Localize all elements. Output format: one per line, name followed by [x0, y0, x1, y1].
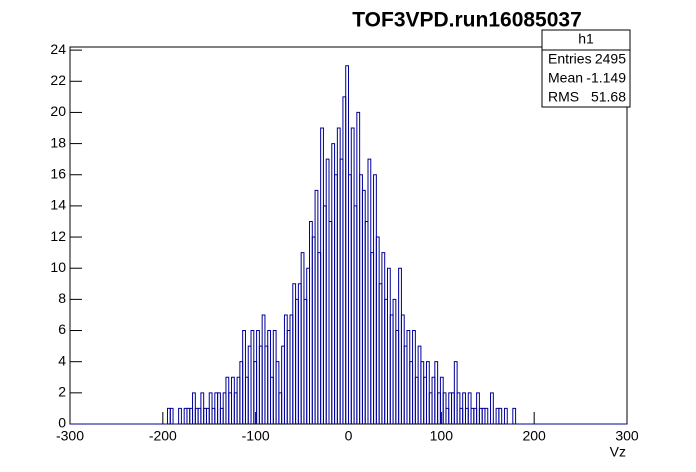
- y-tick-label: 10: [50, 259, 66, 275]
- x-tick-label: -200: [149, 428, 177, 444]
- stats-title: h1: [578, 31, 594, 47]
- stats-key: Mean: [548, 70, 583, 86]
- y-tick-label: 18: [50, 134, 66, 150]
- bar: [484, 407, 489, 424]
- bar: [178, 407, 182, 424]
- y-tick-label: 8: [58, 290, 66, 306]
- y-tick-label: 0: [58, 415, 66, 431]
- x-tick-label: 100: [430, 428, 454, 444]
- x-axis-label: Vz: [610, 444, 626, 460]
- y-tick-label: 24: [50, 41, 66, 57]
- stats-value: 51.68: [591, 89, 626, 105]
- stats-key: RMS: [548, 89, 579, 105]
- stats-frame: [541, 29, 631, 108]
- x-tick-label: -300: [56, 428, 84, 444]
- y-tick-label: 6: [58, 321, 66, 337]
- stats-value: -1.149: [586, 70, 626, 86]
- bar: [503, 407, 508, 424]
- y-tick-label: 4: [58, 352, 66, 368]
- chart-title: TOF3VPD.run16085037: [352, 9, 582, 32]
- stats-key: Entries: [548, 51, 592, 67]
- bar: [490, 392, 494, 424]
- x-tick-label: -100: [242, 428, 270, 444]
- stats-box: h1 Entries 2495 Mean -1.149 RMS 51.68: [541, 29, 631, 108]
- x-tick-label: 0: [345, 428, 353, 444]
- x-tick-label: 300: [615, 428, 639, 444]
- bar: [169, 407, 174, 424]
- bar: [498, 407, 503, 424]
- y-tick-label: 22: [50, 72, 66, 88]
- y-tick-label: 16: [50, 165, 66, 181]
- y-tick-label: 14: [50, 197, 66, 213]
- y-tick-label: 20: [50, 103, 66, 119]
- x-tick-label: 200: [522, 428, 546, 444]
- stats-value: 2495: [595, 51, 626, 67]
- bar: [512, 407, 517, 424]
- y-tick-label: 2: [58, 384, 66, 400]
- y-tick-label: 12: [50, 228, 66, 244]
